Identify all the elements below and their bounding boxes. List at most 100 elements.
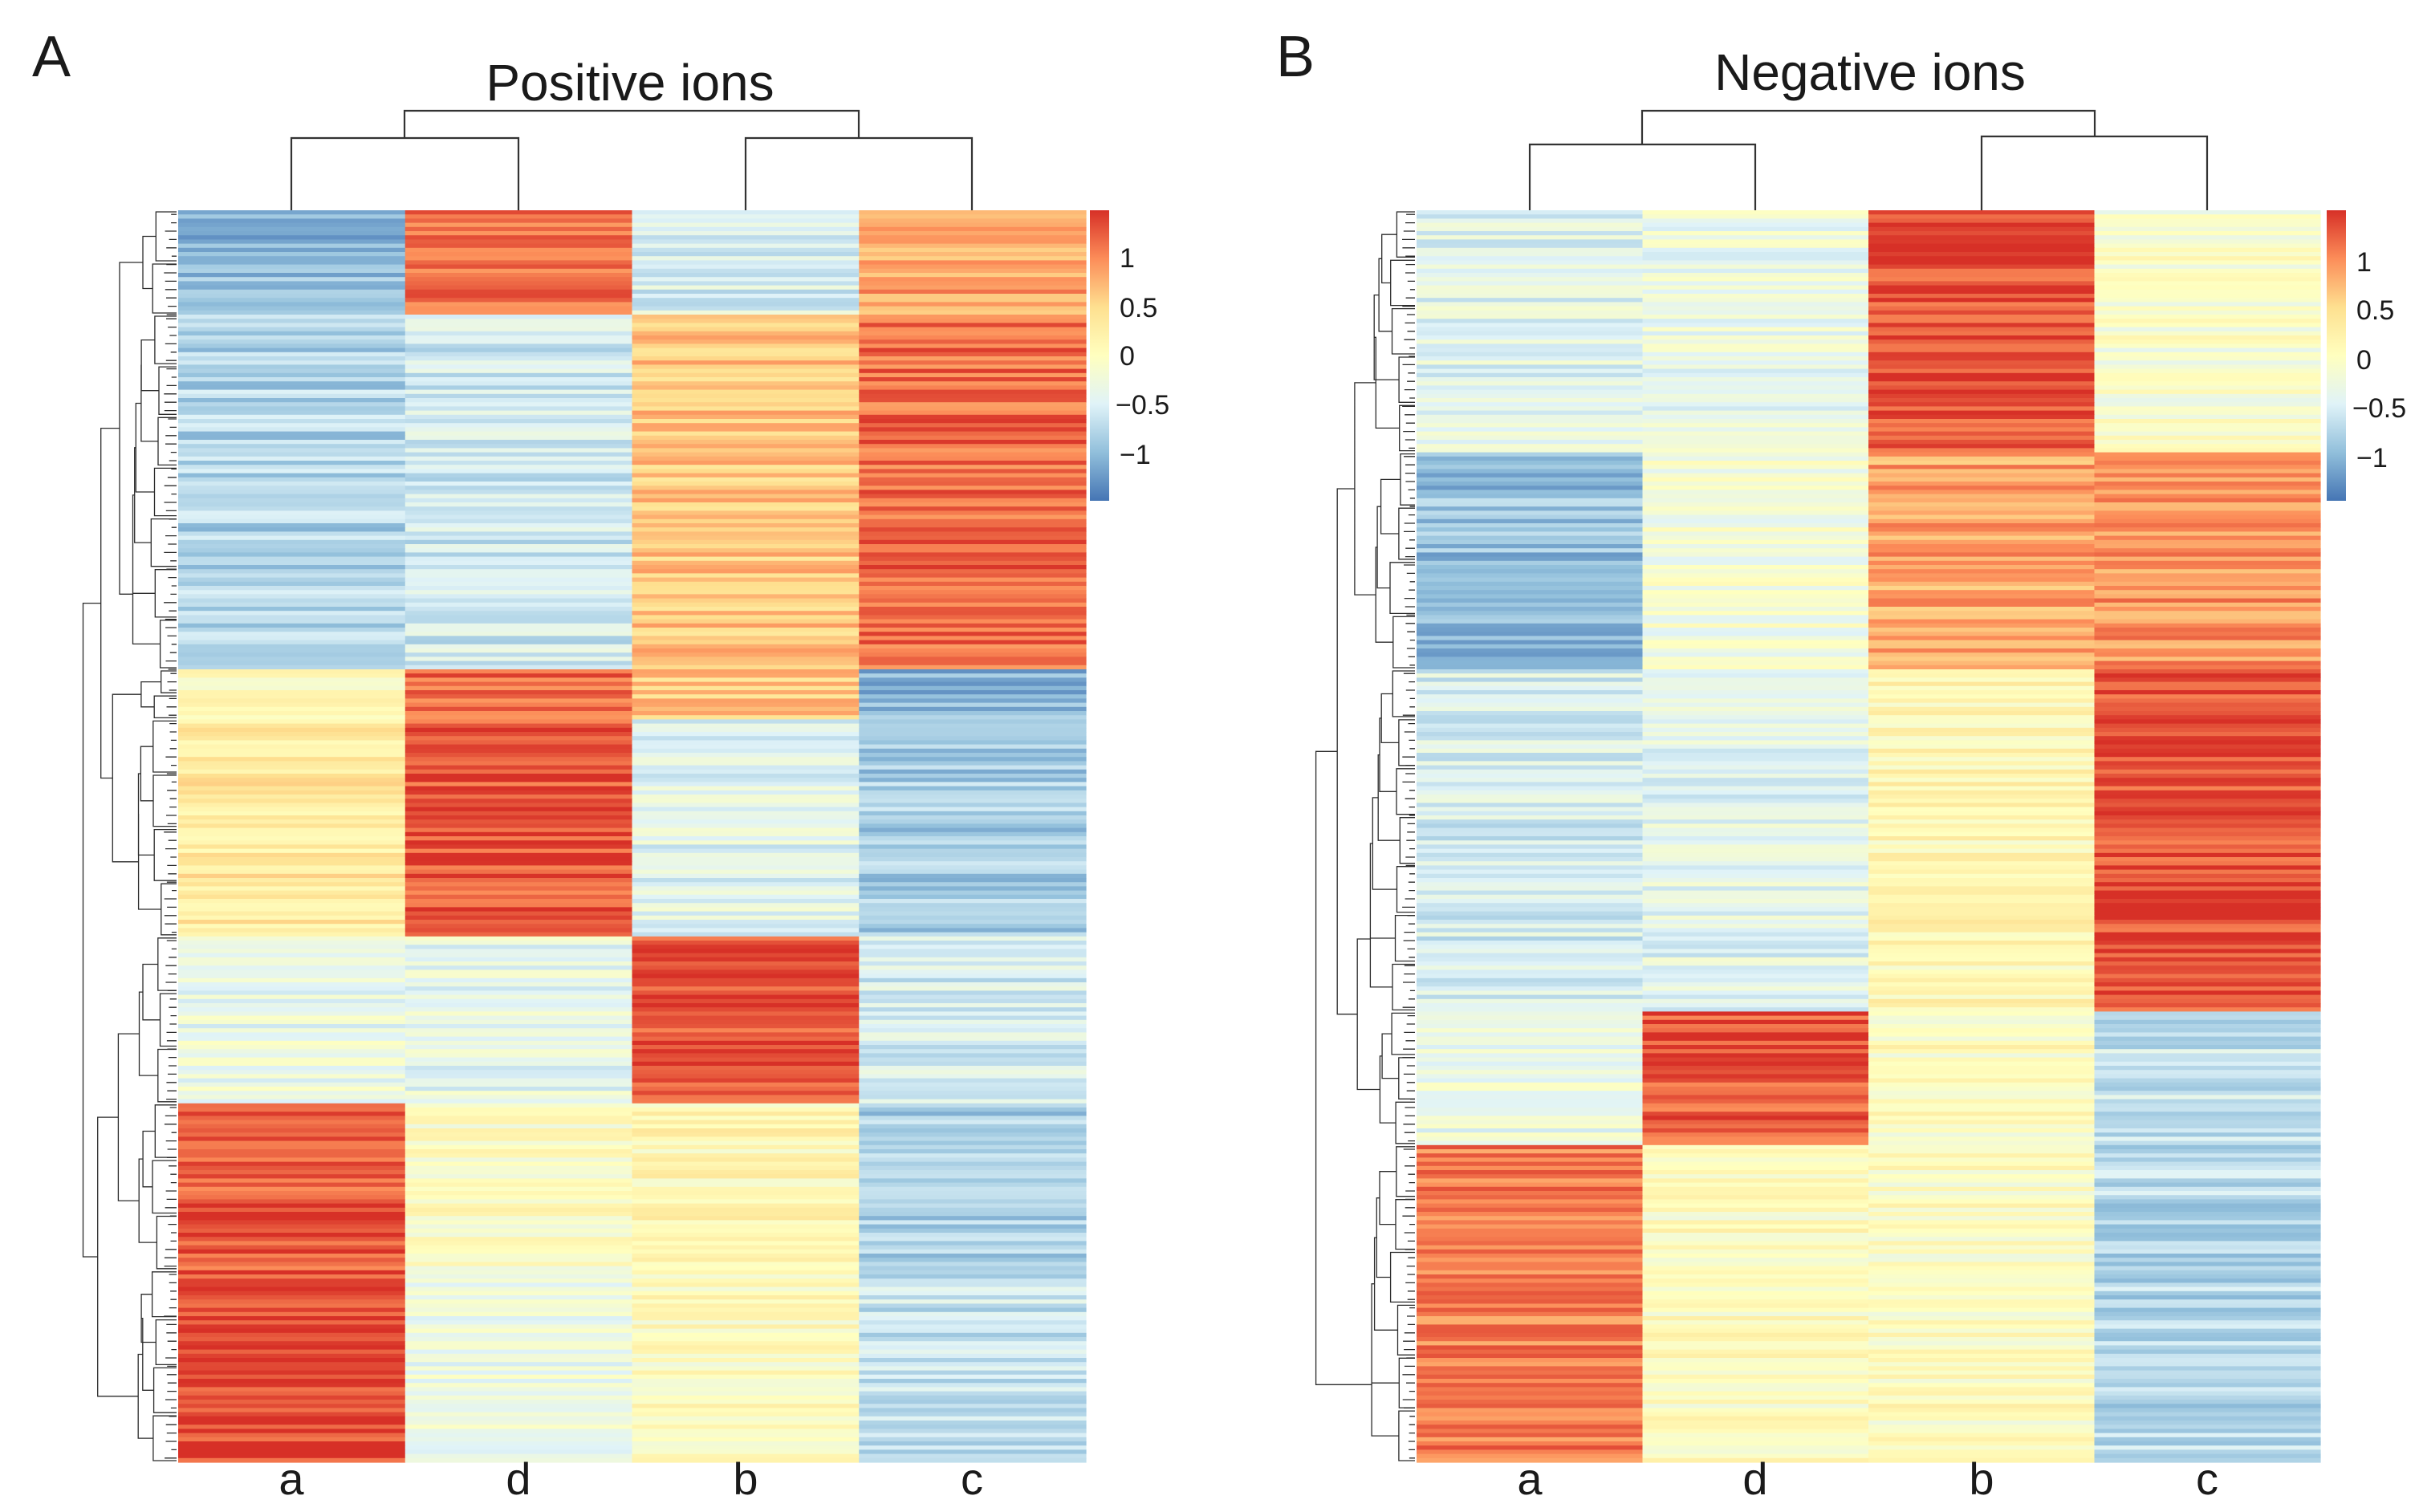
heatmap-cell xyxy=(1868,1332,2096,1338)
heatmap-cell xyxy=(859,1278,1087,1283)
heatmap-cell xyxy=(1642,1433,1869,1438)
heatmap-cell xyxy=(178,506,406,511)
heatmap-cell xyxy=(859,715,1087,720)
heatmap-cell xyxy=(632,594,860,600)
heatmap-cell xyxy=(1417,660,1644,666)
heatmap-cell xyxy=(405,506,633,511)
heatmap-cell xyxy=(1642,548,1869,553)
heatmap-cell xyxy=(1868,427,2096,433)
heatmap-cell xyxy=(2094,1157,2321,1163)
heatmap-cell xyxy=(178,936,406,941)
heatmap-cell xyxy=(859,945,1087,949)
heatmap-cell xyxy=(632,1395,860,1400)
heatmap-cell xyxy=(632,803,860,808)
heatmap-cell xyxy=(178,920,406,925)
heatmap-cell xyxy=(1417,973,1644,979)
heatmap-cell xyxy=(1417,778,1644,782)
heatmap-cell xyxy=(405,1358,633,1363)
heatmap-cell xyxy=(405,298,633,303)
heatmap-cell xyxy=(859,1224,1087,1230)
heatmap-cell xyxy=(1868,527,2096,532)
heatmap-cell xyxy=(405,360,633,365)
heatmap-cell xyxy=(1868,1182,2096,1188)
heatmap-cell xyxy=(859,1404,1087,1408)
heatmap-cell xyxy=(632,1408,860,1413)
heatmap-cell xyxy=(1417,615,1644,620)
heatmap-cell xyxy=(2094,377,2321,382)
heatmap-cell xyxy=(1642,260,1869,266)
heatmap-cell xyxy=(405,894,633,900)
heatmap-cell xyxy=(1417,819,1644,824)
heatmap-cell xyxy=(1417,702,1644,708)
heatmap-cell xyxy=(178,815,406,820)
heatmap-cell xyxy=(178,598,406,604)
heatmap-cell xyxy=(1642,628,1869,632)
heatmap-cell xyxy=(859,848,1087,854)
heatmap-cell xyxy=(632,848,860,854)
heatmap-cell xyxy=(405,640,633,645)
heatmap-cell xyxy=(632,456,860,461)
heatmap-cell xyxy=(405,1170,633,1175)
heatmap-cell xyxy=(859,1178,1087,1184)
heatmap-cell xyxy=(859,598,1087,604)
heatmap-cell xyxy=(859,869,1087,875)
heatmap-cell xyxy=(1417,1457,1644,1463)
heatmap-cell xyxy=(859,778,1087,782)
heatmap-cell xyxy=(859,1028,1087,1033)
heatmap-cell xyxy=(632,490,860,495)
heatmap-cell xyxy=(1868,1228,2096,1234)
heatmap-cell xyxy=(1868,531,2096,537)
heatmap-cell xyxy=(632,1307,860,1313)
heatmap-cell xyxy=(1642,1019,1869,1025)
heatmap-cell xyxy=(859,727,1087,733)
heatmap-cell xyxy=(1642,339,1869,344)
heatmap-cell xyxy=(1642,1045,1869,1050)
heatmap-cell xyxy=(405,1270,633,1275)
heatmap-cell xyxy=(178,402,406,407)
heatmap-cell xyxy=(632,494,860,499)
heatmap-cell xyxy=(859,556,1087,562)
heatmap-cell xyxy=(1417,260,1644,266)
heatmap-cell xyxy=(859,878,1087,883)
heatmap-cell xyxy=(1417,335,1644,340)
heatmap-cell xyxy=(405,1374,633,1380)
heatmap-cell xyxy=(632,723,860,729)
heatmap-cell xyxy=(1642,953,1869,958)
heatmap-cell xyxy=(405,427,633,433)
heatmap-cell xyxy=(178,456,406,461)
heatmap-cell xyxy=(405,1311,633,1317)
heatmap-cell xyxy=(178,1132,406,1137)
heatmap-cell xyxy=(1417,427,1644,433)
heatmap-cell xyxy=(2094,1082,2321,1087)
heatmap-cell xyxy=(1642,852,1869,858)
heatmap-cell xyxy=(2094,327,2321,332)
heatmap-cell xyxy=(178,1290,406,1296)
heatmap-cell xyxy=(2094,1429,2321,1434)
heatmap-cell xyxy=(632,1195,860,1200)
heatmap-cell xyxy=(1642,1074,1869,1079)
heatmap-cell xyxy=(632,502,860,507)
heatmap-cell xyxy=(1868,1066,2096,1071)
heatmap-cell xyxy=(1868,477,2096,482)
heatmap-cell xyxy=(859,1332,1087,1338)
heatmap-cell xyxy=(1868,894,2096,900)
heatmap-cell xyxy=(2094,1207,2321,1213)
heatmap-cell xyxy=(1642,998,1869,1004)
heatmap-cell xyxy=(405,1453,633,1459)
heatmap-cell xyxy=(1868,1408,2096,1413)
heatmap-cell xyxy=(1642,1207,1869,1213)
heatmap-cell xyxy=(1417,894,1644,900)
heatmap-cell xyxy=(178,461,406,465)
heatmap-cell xyxy=(1417,748,1644,754)
heatmap-cell xyxy=(405,673,633,678)
heatmap-cell xyxy=(1417,1140,1644,1146)
heatmap-cell xyxy=(1642,994,1869,1000)
heatmap-cell xyxy=(1868,482,2096,486)
heatmap-cell xyxy=(632,619,860,624)
heatmap-cell xyxy=(1868,1170,2096,1175)
heatmap-cell xyxy=(2094,231,2321,236)
heatmap-cell xyxy=(1417,531,1644,537)
heatmap-cell xyxy=(178,878,406,883)
heatmap-cell xyxy=(2094,323,2321,328)
heatmap-cell xyxy=(1417,807,1644,812)
